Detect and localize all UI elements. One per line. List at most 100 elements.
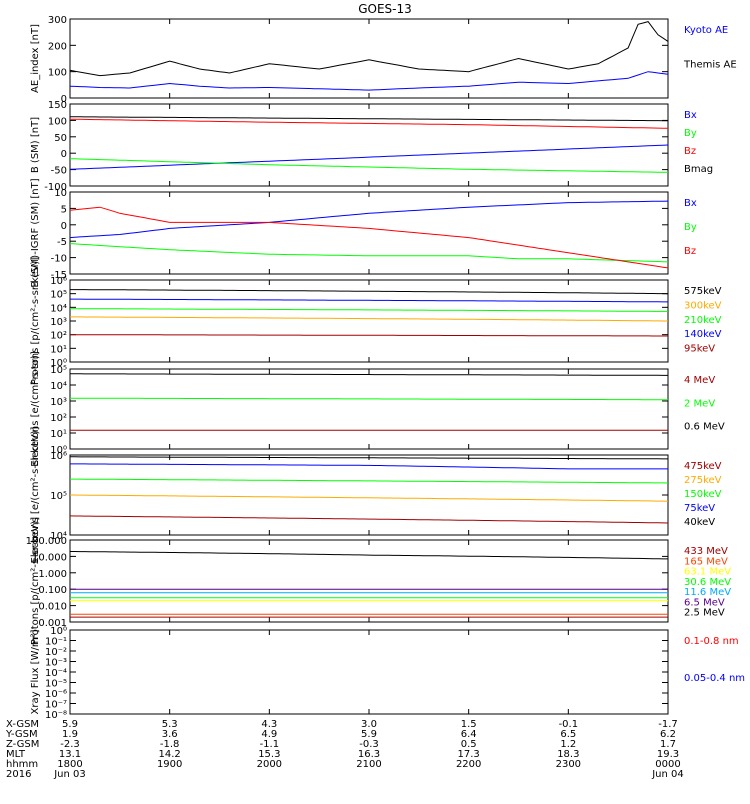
- panel-frame: [69, 191, 669, 275]
- ephemeris-value: 15.3: [258, 749, 280, 760]
- ephemeris-table: X-GSM 5.9 5.3 4.3 3.0 1.5 -0.1 -1.7 Y-GSM 1.9 3.6 4…: [5, 719, 684, 780]
- ephemeris-value: 14.2: [159, 749, 181, 760]
- y-tick-label: 10: [54, 188, 67, 199]
- ephemeris-row-label: MLT: [6, 749, 26, 760]
- legend-entry: Bz: [684, 246, 696, 257]
- panel-frame: [69, 629, 669, 715]
- ephemeris-value: 1.5: [461, 719, 477, 730]
- y-tick-label: 10⁻⁸: [45, 710, 67, 721]
- ephemeris-row-label: X-GSM: [6, 719, 39, 730]
- series-line: [70, 373, 668, 376]
- ephemeris-value: 2000: [257, 759, 282, 770]
- series-line: [70, 551, 668, 560]
- series-line: [70, 334, 668, 337]
- y-tick-label: 10³: [50, 397, 67, 408]
- y-tick-label: 10⁻⁴: [45, 668, 67, 679]
- series-line: [70, 456, 668, 460]
- series-line: [70, 397, 668, 401]
- y-tick-label: 10⁰: [50, 445, 67, 456]
- ephemeris-value: 1900: [157, 759, 182, 770]
- y-tick-label: 100: [48, 116, 67, 127]
- legend-entry: 2.5 MeV: [684, 608, 725, 619]
- y-tick-label: 10⁵: [50, 365, 67, 376]
- legend-entry: 40keV: [684, 517, 715, 528]
- y-tick-label: 150: [48, 100, 67, 111]
- y-tick-label: 0.001: [38, 618, 67, 629]
- y-axis-label: Protons [p/(cm²-s-sr-keV)]: [30, 257, 41, 385]
- y-axis-label: Xray Flux [W/m²]: [30, 629, 41, 714]
- ephemeris-value: 1800: [57, 759, 82, 770]
- ephemeris-row-label: Z-GSM: [6, 739, 39, 750]
- y-tick-label: 10¹: [50, 429, 67, 440]
- y-tick-label: 1.000: [38, 569, 67, 580]
- legend-entry: 4 MeV: [684, 375, 715, 386]
- y-tick-label: 10⁶: [50, 451, 67, 462]
- panel-frame: [69, 368, 669, 450]
- ephemeris-value: -1.7: [658, 719, 678, 730]
- y-tick-label: -10: [51, 254, 67, 265]
- ephemeris-value: 6.4: [461, 729, 477, 740]
- ephemeris-row-label: hhmm: [6, 759, 38, 770]
- y-tick-label: 200: [48, 41, 67, 52]
- y-axis-label: B (SM) [nT]: [30, 117, 41, 173]
- y-tick-label: -50: [51, 166, 67, 177]
- legend-entry: 75keV: [684, 503, 715, 514]
- y-tick-label: 100: [48, 68, 67, 79]
- series-line: [69, 21, 669, 77]
- ephemeris-value: 4.3: [261, 719, 277, 730]
- series-line: [69, 243, 669, 263]
- legend-entry: 140keV: [684, 329, 722, 340]
- y-tick-label: 10⁻⁵: [45, 679, 67, 690]
- legend-entry: Kyoto AE: [684, 25, 728, 36]
- y-tick-label: 0.010: [38, 602, 67, 613]
- legend-entry: 165 MeV: [684, 556, 728, 567]
- panel-frame: [69, 103, 669, 187]
- series-line: [70, 298, 668, 303]
- series-line: [69, 200, 669, 239]
- y-axis-label: B (SM)-IGRF (SM) [nT]: [30, 178, 41, 287]
- y-tick-label: 10¹: [50, 344, 67, 355]
- y-tick-label: 10⁻⁷: [45, 700, 67, 711]
- y-tick-label: 5: [61, 204, 67, 215]
- y-tick-label: -5: [57, 237, 67, 248]
- ephemeris-value: Jun 04: [651, 769, 684, 780]
- legend-entry: 275keV: [684, 475, 722, 486]
- ephemeris-value: 5.9: [62, 719, 78, 730]
- ephemeris-value: -0.3: [359, 739, 379, 750]
- ephemeris-value: 13.1: [59, 749, 81, 760]
- y-tick-label: 0: [61, 221, 67, 232]
- series-line: [70, 316, 668, 322]
- ephemeris-value: 3.6: [162, 729, 178, 740]
- y-tick-label: 10⁰: [50, 358, 67, 369]
- ephemeris-value: 1.2: [560, 739, 576, 750]
- y-tick-label: 10⁴: [50, 531, 67, 542]
- y-tick-label: 10⁵: [50, 491, 67, 502]
- y-tick-label: 10³: [50, 317, 67, 328]
- panel-5: 10⁴ 10⁵ 10⁶ Electrons [e/(cm²-s-sr-keV)] 475…: [30, 426, 722, 563]
- ephemeris-value: 1.9: [62, 729, 78, 740]
- y-tick-label: 300: [48, 15, 67, 26]
- y-tick-label: 10.000: [32, 552, 67, 563]
- legend-entry: 0.05-0.4 nm: [684, 673, 745, 684]
- y-axis-label: Electrons [e/(cm²-s-sr)]: [30, 351, 41, 467]
- series-line: [69, 71, 669, 91]
- ephemeris-value: 19.3: [657, 749, 679, 760]
- legend-entry: 30.6 MeV: [684, 577, 731, 588]
- series-line: [69, 206, 669, 269]
- series-line: [70, 478, 669, 484]
- ephemeris-value: -2.3: [60, 739, 80, 750]
- series-line: [70, 463, 668, 470]
- series-line: [70, 289, 669, 295]
- legend-entry: 6.5 MeV: [684, 597, 725, 608]
- series-line: [70, 308, 668, 312]
- legend-entry: 433 MeV: [684, 546, 728, 557]
- y-tick-label: -15: [51, 270, 67, 281]
- legend-entry: 575keV: [684, 286, 722, 297]
- series-line: [69, 515, 669, 524]
- ephemeris-value: -1.8: [160, 739, 180, 750]
- ephemeris-value: 0000: [655, 759, 680, 770]
- series-line: [69, 118, 669, 129]
- series-line: [69, 144, 669, 170]
